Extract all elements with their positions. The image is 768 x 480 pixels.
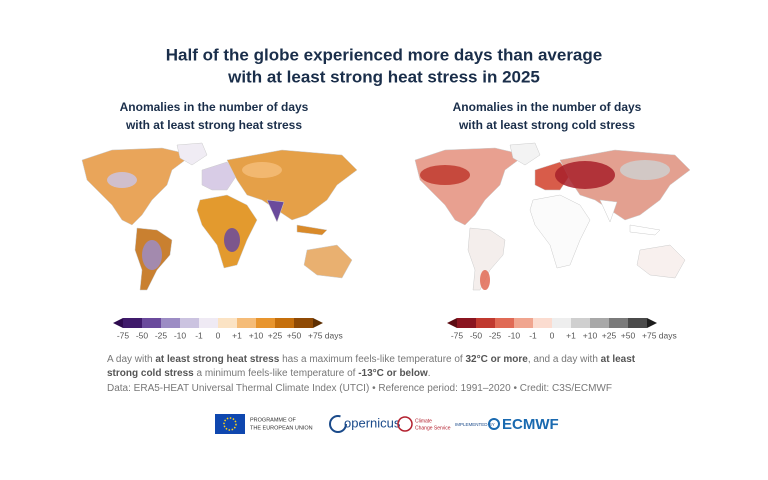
legend-label: +1 [232, 330, 242, 340]
anomaly-patch [107, 172, 137, 188]
legend-swatch [123, 318, 142, 328]
legend-label: -25 [489, 330, 502, 340]
footnote-text: A day with [107, 354, 156, 365]
legend-swatch [457, 318, 476, 328]
anomaly-patch [242, 162, 282, 178]
anomaly-patch [142, 240, 162, 270]
footnote-text: 32°C or more [465, 354, 528, 365]
legend-label: -10 [174, 330, 187, 340]
legend-label: +50 [621, 330, 636, 340]
legend-swatch [237, 318, 256, 328]
legend-label: 0 [550, 330, 555, 340]
land [201, 161, 238, 191]
legend-label: -25 [155, 330, 168, 340]
legend-swatch [495, 318, 514, 328]
legend-label: -75 [451, 330, 464, 340]
legend-label: 0 [216, 330, 221, 340]
land [509, 142, 541, 166]
subtitle: with at least strong cold stress [458, 118, 635, 132]
title: with at least strong heat stress in 2025 [227, 67, 540, 86]
footnote-text: at least strong heat stress [155, 354, 280, 365]
legend-swatch [552, 318, 571, 328]
ecmwf-text: ECMWF [502, 416, 559, 433]
eu-text: PROGRAMME OF [250, 417, 296, 423]
footnote-text: . [427, 368, 431, 379]
legend-label: +10 [583, 330, 598, 340]
land [296, 224, 328, 236]
legend-swatch [476, 318, 495, 328]
c3s-text: Change Service [415, 425, 451, 431]
legend-label: +25 [268, 330, 283, 340]
c3s-text: Climate [415, 418, 432, 424]
legend-swatch [571, 318, 590, 328]
footnote-text: at least strong cold stress [107, 354, 636, 379]
anomaly-patch [555, 161, 615, 189]
legend-arrow [313, 318, 323, 328]
eu-stars [223, 417, 237, 431]
legend-label: +10 [249, 330, 264, 340]
eu-text: THE EUROPEAN UNION [250, 425, 313, 431]
legend-swatch [199, 318, 218, 328]
c3s-ring [397, 416, 413, 432]
legend-swatch [218, 318, 237, 328]
legend-label: +25 [602, 330, 617, 340]
land [636, 244, 686, 279]
legend-swatch [590, 318, 609, 328]
legend-swatch [514, 318, 533, 328]
legend-label: -50 [470, 330, 483, 340]
legend-arrow [647, 318, 657, 328]
legend-label: +75 days [642, 330, 677, 340]
map [414, 142, 691, 291]
legend-label: -50 [136, 330, 149, 340]
legend-label: +50 [287, 330, 302, 340]
implemented-text: IMPLEMENTED BY [455, 422, 495, 427]
land [529, 194, 591, 269]
land [629, 224, 661, 236]
footnote: A day with at least strong heat stress h… [107, 353, 667, 381]
land [599, 199, 618, 223]
title: Half of the globe experienced more days … [166, 45, 602, 64]
subtitle: Anomalies in the number of days [453, 100, 642, 114]
legend-swatch [533, 318, 552, 328]
anomaly-patch [620, 160, 670, 180]
copernicus-text: opernicus [344, 415, 401, 430]
legend-swatch [294, 318, 313, 328]
legend-swatch [142, 318, 161, 328]
land [81, 147, 193, 226]
legend-label: +75 days [308, 330, 343, 340]
legend-label: -75 [117, 330, 130, 340]
footnote-text: a minimum feels-like temperature of [193, 368, 359, 379]
map [81, 142, 358, 291]
legend-arrow [447, 318, 457, 328]
legend-label: +1 [566, 330, 576, 340]
land [303, 244, 353, 279]
legend-label: -1 [529, 330, 537, 340]
legend-label: -10 [508, 330, 521, 340]
footnote-text: , and a day with [527, 354, 601, 365]
footnote-text: has a maximum feels-like temperature of [279, 354, 466, 365]
land [414, 147, 526, 226]
legend-swatch [275, 318, 294, 328]
legend-swatch [609, 318, 628, 328]
footnote-text: -13°C or below [358, 368, 428, 379]
legend-swatch [628, 318, 647, 328]
legend-arrow [113, 318, 123, 328]
legend-label: -1 [195, 330, 203, 340]
anomaly-patch [420, 165, 470, 185]
subtitle: Anomalies in the number of days [120, 100, 309, 114]
legend-swatch [161, 318, 180, 328]
copernicus-ring [329, 415, 347, 433]
eu-flag [215, 414, 245, 434]
ecmwf-icon [488, 418, 500, 430]
legend-swatch [180, 318, 199, 328]
source: Data: ERA5-HEAT Universal Thermal Climat… [107, 383, 612, 394]
anomaly-patch [480, 270, 490, 290]
legend-swatch [256, 318, 275, 328]
land [176, 142, 208, 166]
subtitle: with at least strong heat stress [125, 118, 302, 132]
land [266, 199, 285, 223]
anomaly-patch [224, 228, 240, 252]
